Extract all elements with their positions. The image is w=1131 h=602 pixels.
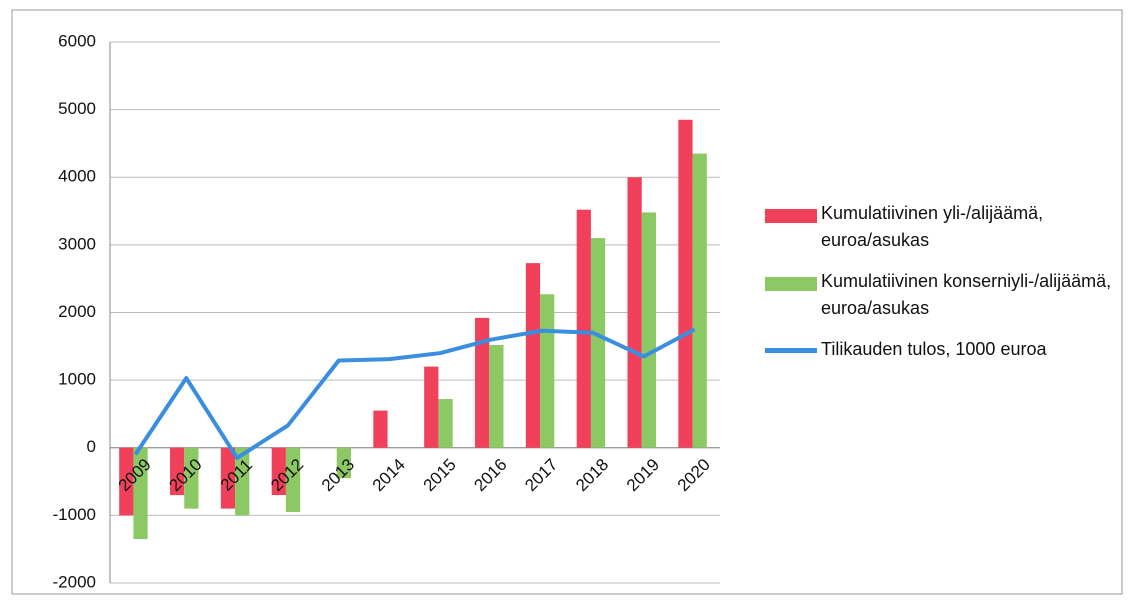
legend-label: Kumulatiivinen konserniyli-/alijäämä, eu… xyxy=(821,271,1112,318)
legend-label: Tilikauden tulos, 1000 euroa xyxy=(821,339,1047,359)
bar xyxy=(475,317,490,448)
bar xyxy=(540,294,555,448)
legend-swatch xyxy=(765,348,817,353)
x-tick-label: 2018 xyxy=(572,455,612,495)
legend-item: Kumulatiivinen yli-/alijäämä, euroa/asuk… xyxy=(765,200,1120,254)
x-tick-label: 2014 xyxy=(369,455,409,495)
legend-swatch xyxy=(765,209,817,223)
x-tick-label: 2013 xyxy=(318,455,358,495)
bar xyxy=(285,447,301,512)
bar xyxy=(424,366,439,448)
bar xyxy=(271,447,286,496)
bar xyxy=(627,177,642,448)
x-tick-label: 2017 xyxy=(521,455,561,495)
bar xyxy=(438,399,453,448)
bar xyxy=(235,447,250,516)
x-tick-label: 2015 xyxy=(420,455,460,495)
bar xyxy=(373,410,388,448)
x-tick-label: 2020 xyxy=(674,455,714,495)
y-tick-label: 4000 xyxy=(58,167,96,186)
y-tick-label: 5000 xyxy=(58,99,96,118)
legend-swatch xyxy=(765,277,817,291)
bar xyxy=(678,119,693,448)
y-tick-label: 3000 xyxy=(58,234,96,253)
legend-item: Tilikauden tulos, 1000 euroa xyxy=(765,336,1120,363)
y-tick-label: 6000 xyxy=(58,31,96,50)
y-tick-label: 1000 xyxy=(58,370,96,389)
bar xyxy=(590,238,606,448)
legend: Kumulatiivinen yli-/alijäämä, euroa/asuk… xyxy=(765,200,1120,377)
bar xyxy=(184,447,199,509)
bar xyxy=(576,209,591,448)
bar xyxy=(525,263,541,448)
bar xyxy=(220,447,236,509)
bar xyxy=(336,447,351,479)
legend-item: Kumulatiivinen konserniyli-/alijäämä, eu… xyxy=(765,268,1120,322)
line xyxy=(133,327,696,460)
bar xyxy=(692,153,707,448)
y-tick-label: 0 xyxy=(87,437,96,456)
legend-label: Kumulatiivinen yli-/alijäämä, euroa/asuk… xyxy=(821,203,1044,250)
y-tick-label: -2000 xyxy=(53,572,96,591)
bar xyxy=(641,212,656,448)
x-tick-label: 2016 xyxy=(470,455,510,495)
y-tick-label: 2000 xyxy=(58,302,96,321)
bar xyxy=(489,344,504,448)
y-tick-label: -1000 xyxy=(53,505,96,524)
bar xyxy=(119,447,134,516)
chart-border xyxy=(11,9,1123,595)
x-tick-label: 2019 xyxy=(623,455,663,495)
bar xyxy=(133,447,148,540)
bar xyxy=(170,447,185,496)
